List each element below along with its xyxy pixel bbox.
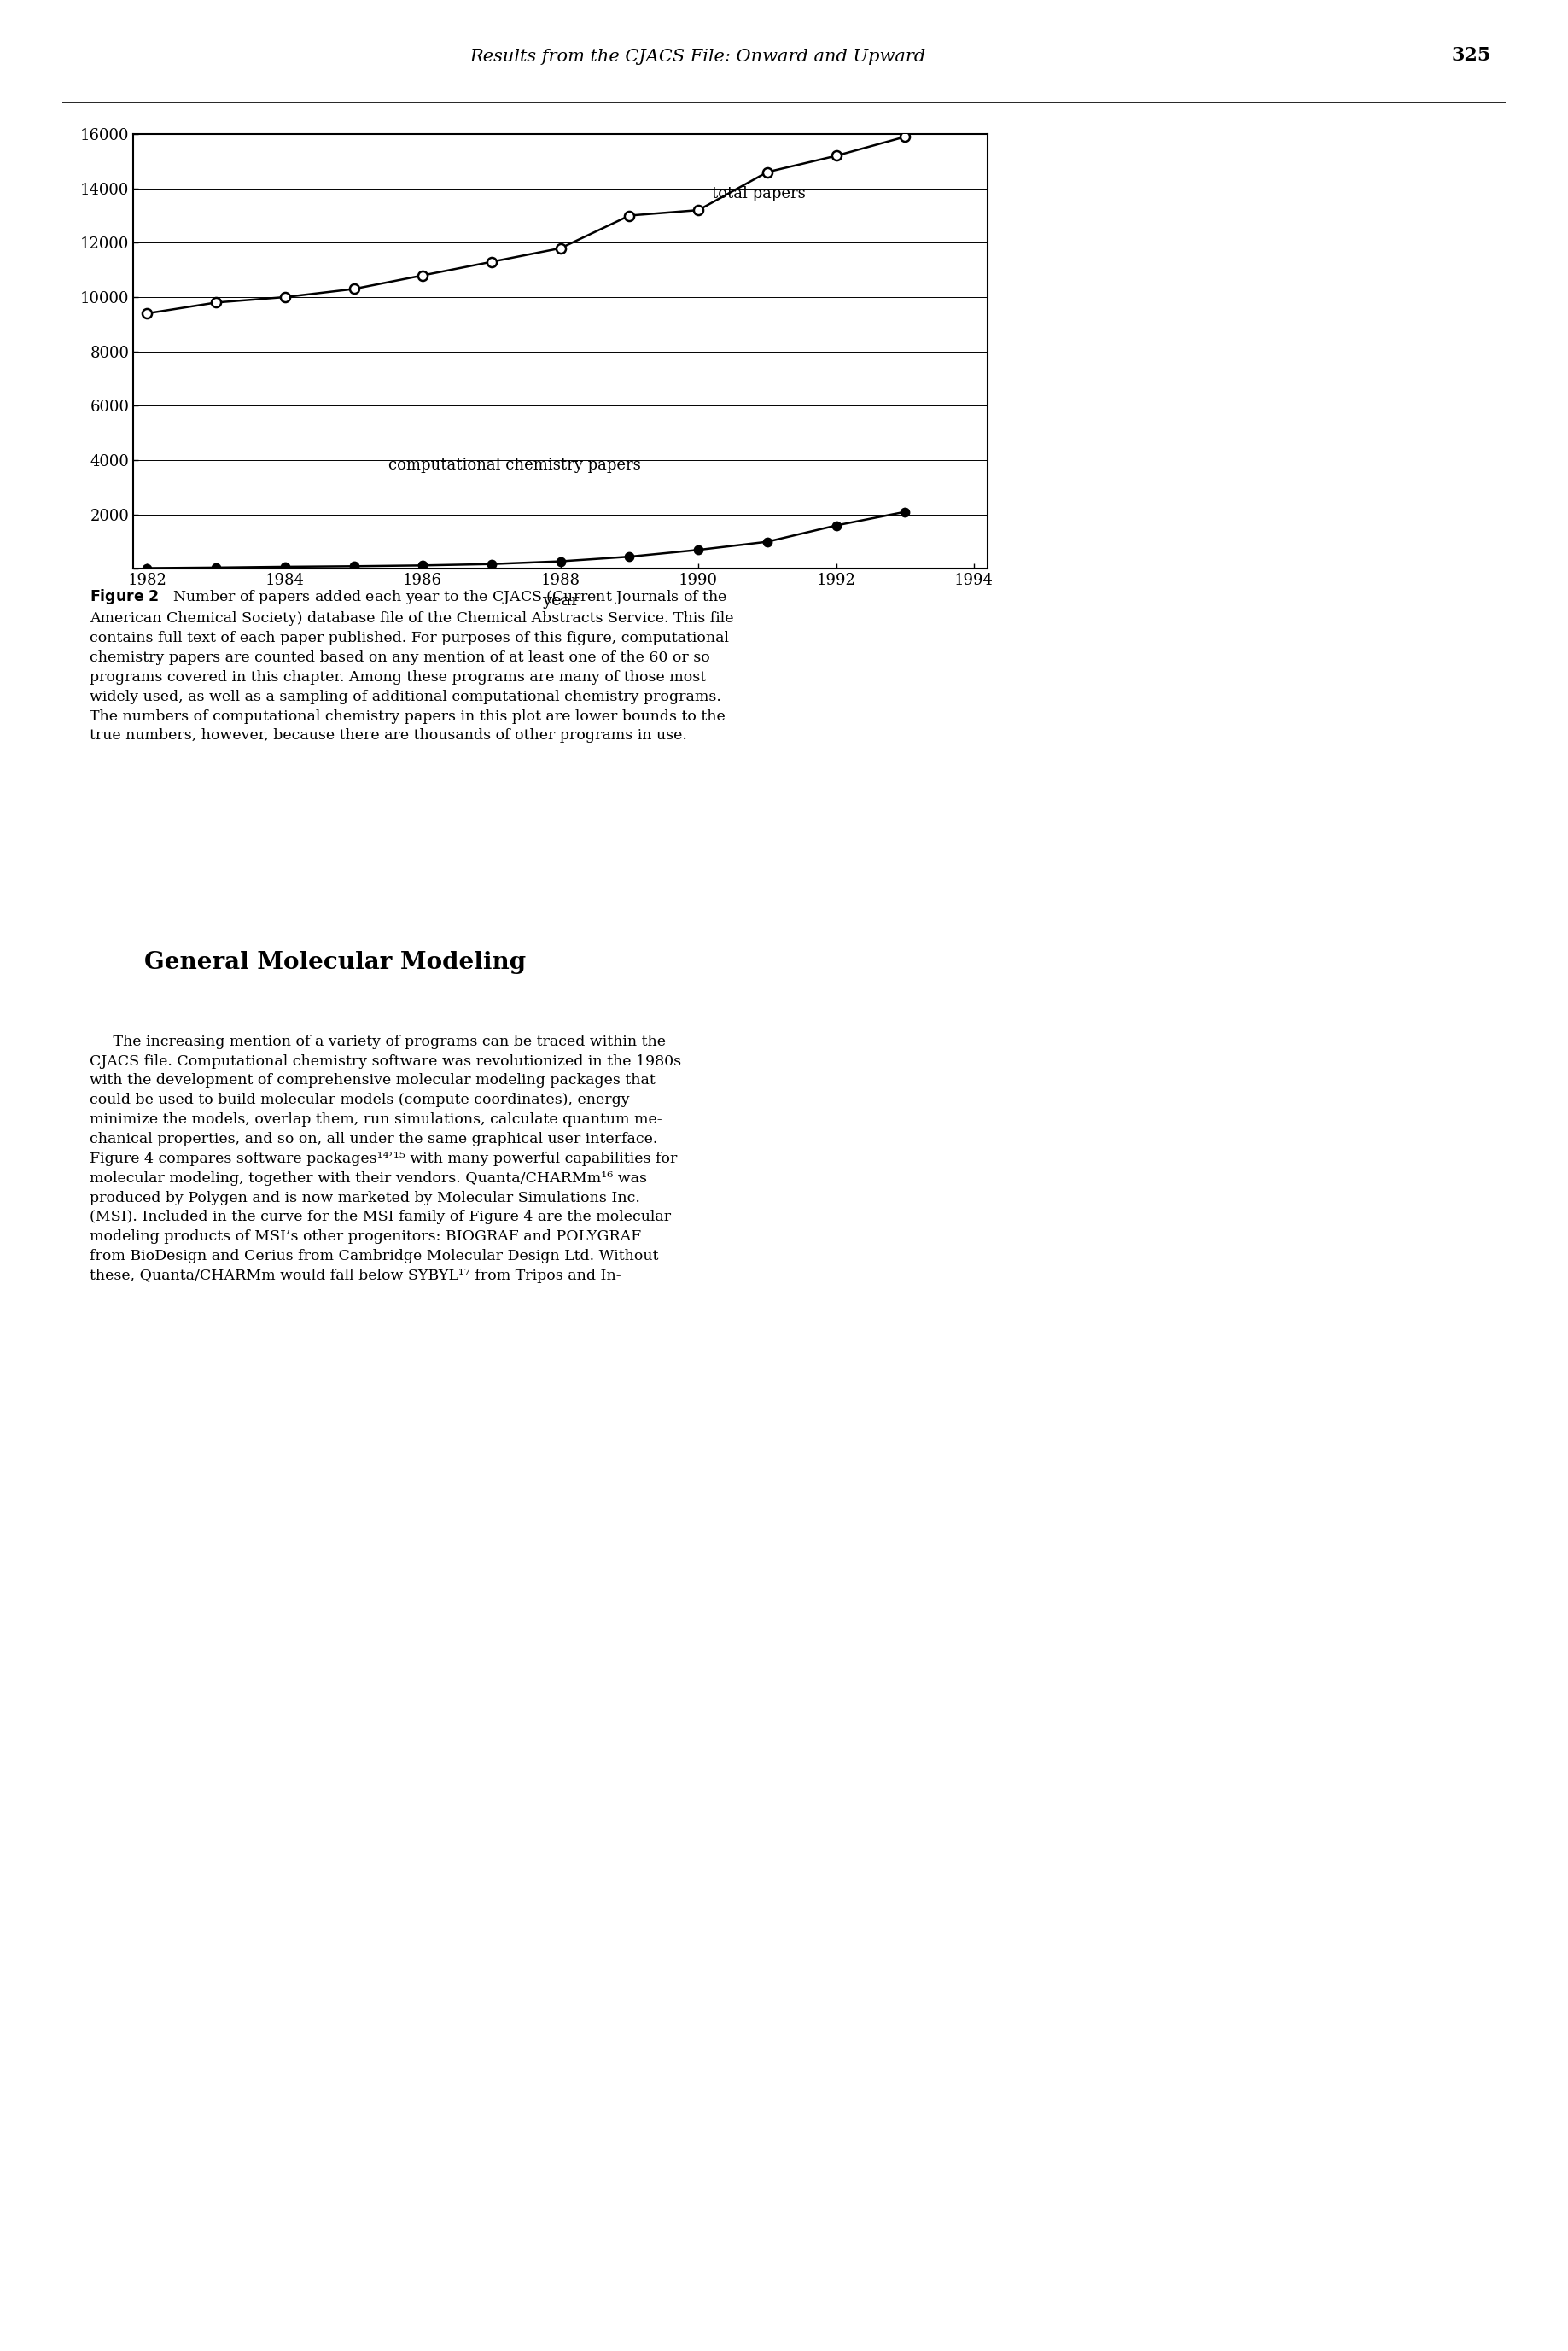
Text: $\bf{Figure\ 2}$   Number of papers added each year to the CJACS (Current Journa: $\bf{Figure\ 2}$ Number of papers added … [89, 588, 734, 743]
Text: computational chemistry papers: computational chemistry papers [389, 458, 641, 473]
Text: The increasing mention of a variety of programs can be traced within the
CJACS f: The increasing mention of a variety of p… [89, 1034, 681, 1284]
X-axis label: year: year [543, 592, 579, 609]
Text: total papers: total papers [712, 186, 806, 202]
Text: General Molecular Modeling: General Molecular Modeling [144, 950, 527, 973]
Text: 325: 325 [1452, 47, 1491, 66]
Text: Results from the CJACS File: Onward and Upward: Results from the CJACS File: Onward and … [469, 49, 925, 66]
